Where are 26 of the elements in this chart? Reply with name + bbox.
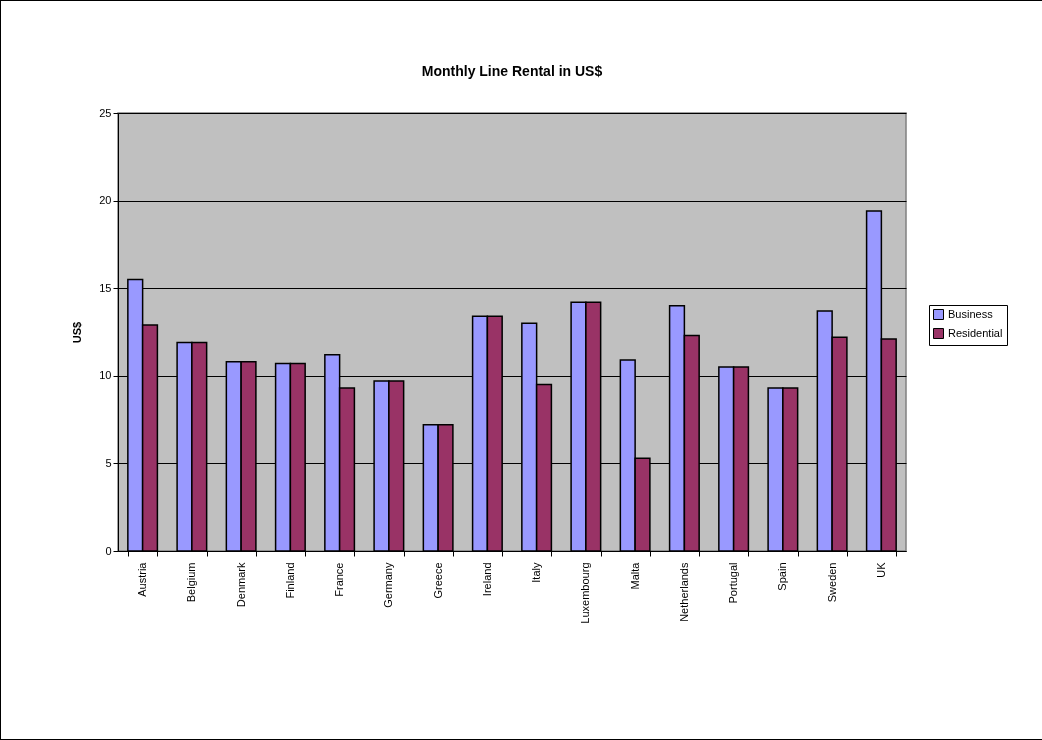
x-tick-label: Denmark	[234, 562, 247, 608]
y-tick-label: 15	[99, 281, 112, 294]
legend-label: Residential	[948, 326, 1003, 339]
legend-label: Business	[948, 307, 994, 320]
y-tick-label: 25	[99, 106, 112, 119]
x-tick-label: Belgium	[185, 562, 198, 603]
x-tick-label: Greece	[431, 562, 444, 599]
x-tick-label: Finland	[283, 562, 296, 599]
x-tick-label: UK	[874, 561, 887, 578]
x-tick-label: Germany	[382, 562, 395, 608]
y-tick-label: 0	[105, 544, 112, 557]
y-tick-label: 20	[99, 194, 112, 207]
x-tick-label: Portugal	[727, 562, 740, 604]
x-tick-label: Austria	[136, 561, 149, 597]
y-tick-label: 10	[99, 369, 112, 382]
x-tick-label: Spain	[776, 562, 789, 591]
chart-title: Monthly Line Rental in US$	[421, 63, 603, 79]
y-axis-title: US$	[71, 321, 84, 344]
x-tick-label: Ireland	[480, 562, 493, 597]
x-tick-label: Sweden	[825, 562, 838, 603]
y-tick-label: 5	[105, 456, 112, 469]
x-tick-label: Netherlands	[677, 562, 690, 622]
x-tick-label: France	[333, 562, 346, 597]
x-tick-label: Malta	[628, 561, 641, 590]
x-tick-label: Luxembourg	[579, 562, 592, 624]
x-tick-label: Italy	[530, 562, 543, 583]
